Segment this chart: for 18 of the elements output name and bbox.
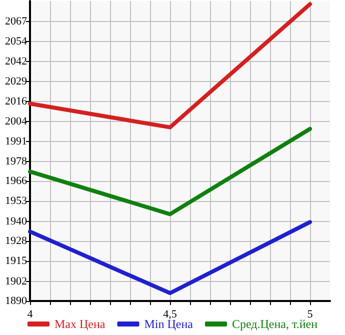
y-tick-label: 2042 [5,55,27,68]
y-tick-label: 1940 [5,215,28,228]
y-tick-label: 1978 [5,155,28,168]
y-tick-label: 2029 [5,75,28,88]
y-tick-label: 2004 [5,115,28,128]
y-tick-label: 1915 [5,255,28,268]
x-tick-label: 4 [27,308,34,320]
y-tick-label: 1991 [5,135,27,148]
y-tick-label: 2067 [5,16,28,28]
y-tick-label: 1966 [5,175,28,188]
y-tick-label: 1953 [5,195,28,208]
y-tick-label: 2016 [5,95,28,108]
legend-label: Max Цена [54,317,106,331]
y-tick-label: 1890 [5,295,28,307]
y-tick-label: 1928 [5,235,28,248]
x-tick-label: 4,5 [163,308,178,320]
y-tick-label: 2054 [5,35,28,48]
y-tick-label: 1902 [5,275,27,288]
